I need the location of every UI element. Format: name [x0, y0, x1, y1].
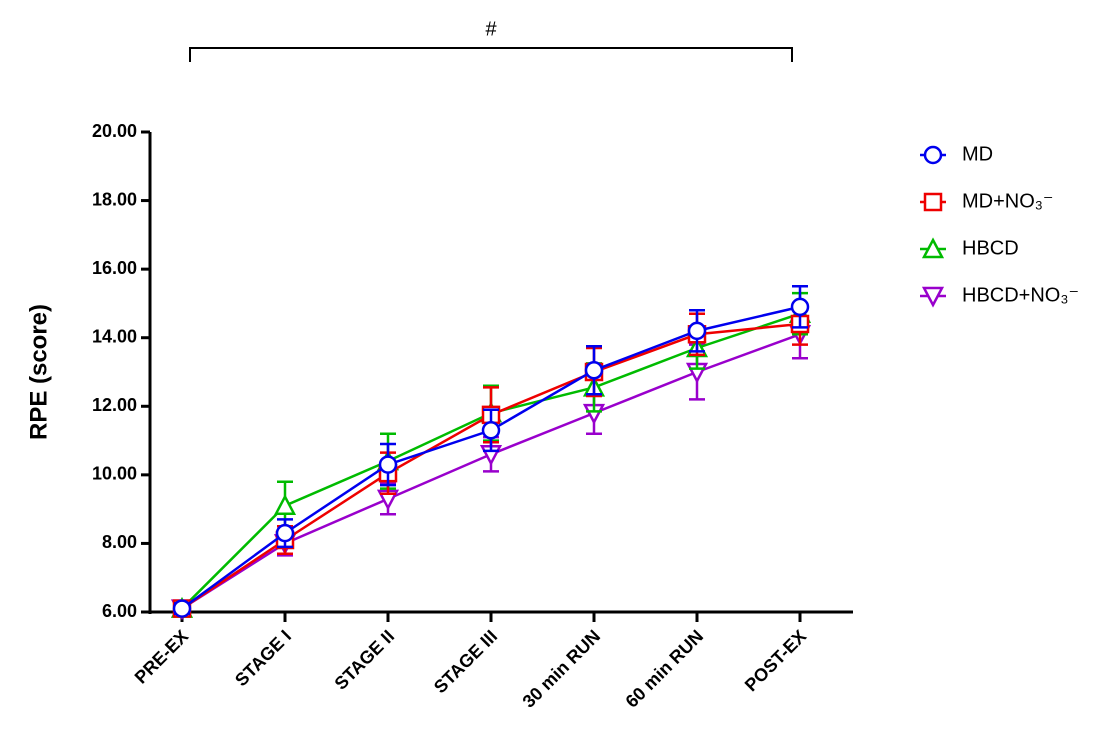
- y-tick-label: 6.00: [102, 601, 137, 621]
- legend-label: HBCD+NO₃⁻: [962, 284, 1079, 306]
- y-tick-label: 20.00: [92, 121, 137, 141]
- annotation: #: [485, 18, 497, 40]
- legend-marker: [923, 192, 943, 212]
- y-tick-label: 18.00: [92, 189, 137, 209]
- y-tick-label: 12.00: [92, 395, 137, 415]
- y-tick-label: 10.00: [92, 464, 137, 484]
- x-tick-label: STAGE II: [331, 626, 399, 694]
- x-tick-label: 30 min RUN: [519, 626, 605, 712]
- marker: [790, 297, 810, 317]
- legend-marker: [921, 237, 945, 259]
- series: [170, 309, 812, 621]
- x-tick-label: 60 min RUN: [622, 626, 708, 712]
- y-tick-label: 14.00: [92, 326, 137, 346]
- x-tick-label: POST-EX: [741, 626, 810, 695]
- x-tick-label: STAGE III: [430, 626, 501, 697]
- legend-label: HBCD: [962, 237, 1019, 259]
- x-tick-label: PRE-EX: [131, 626, 193, 688]
- legend-marker: [923, 145, 943, 165]
- marker: [481, 421, 501, 440]
- marker: [584, 361, 604, 380]
- bracket: [189, 47, 793, 62]
- y-tick-label: 16.00: [92, 258, 137, 278]
- marker: [275, 523, 295, 543]
- legend-label: MD+NO₃⁻: [962, 190, 1053, 212]
- marker: [687, 321, 707, 341]
- series: [172, 285, 810, 618]
- y-axis-label: RPE (score): [25, 304, 52, 440]
- marker: [378, 455, 398, 474]
- x-tick-label: STAGE I: [231, 626, 295, 690]
- legend-marker: [921, 286, 945, 308]
- y-tick-label: 8.00: [102, 532, 137, 552]
- marker: [172, 599, 192, 618]
- marker: [273, 494, 297, 515]
- legend-label: MD: [962, 143, 993, 165]
